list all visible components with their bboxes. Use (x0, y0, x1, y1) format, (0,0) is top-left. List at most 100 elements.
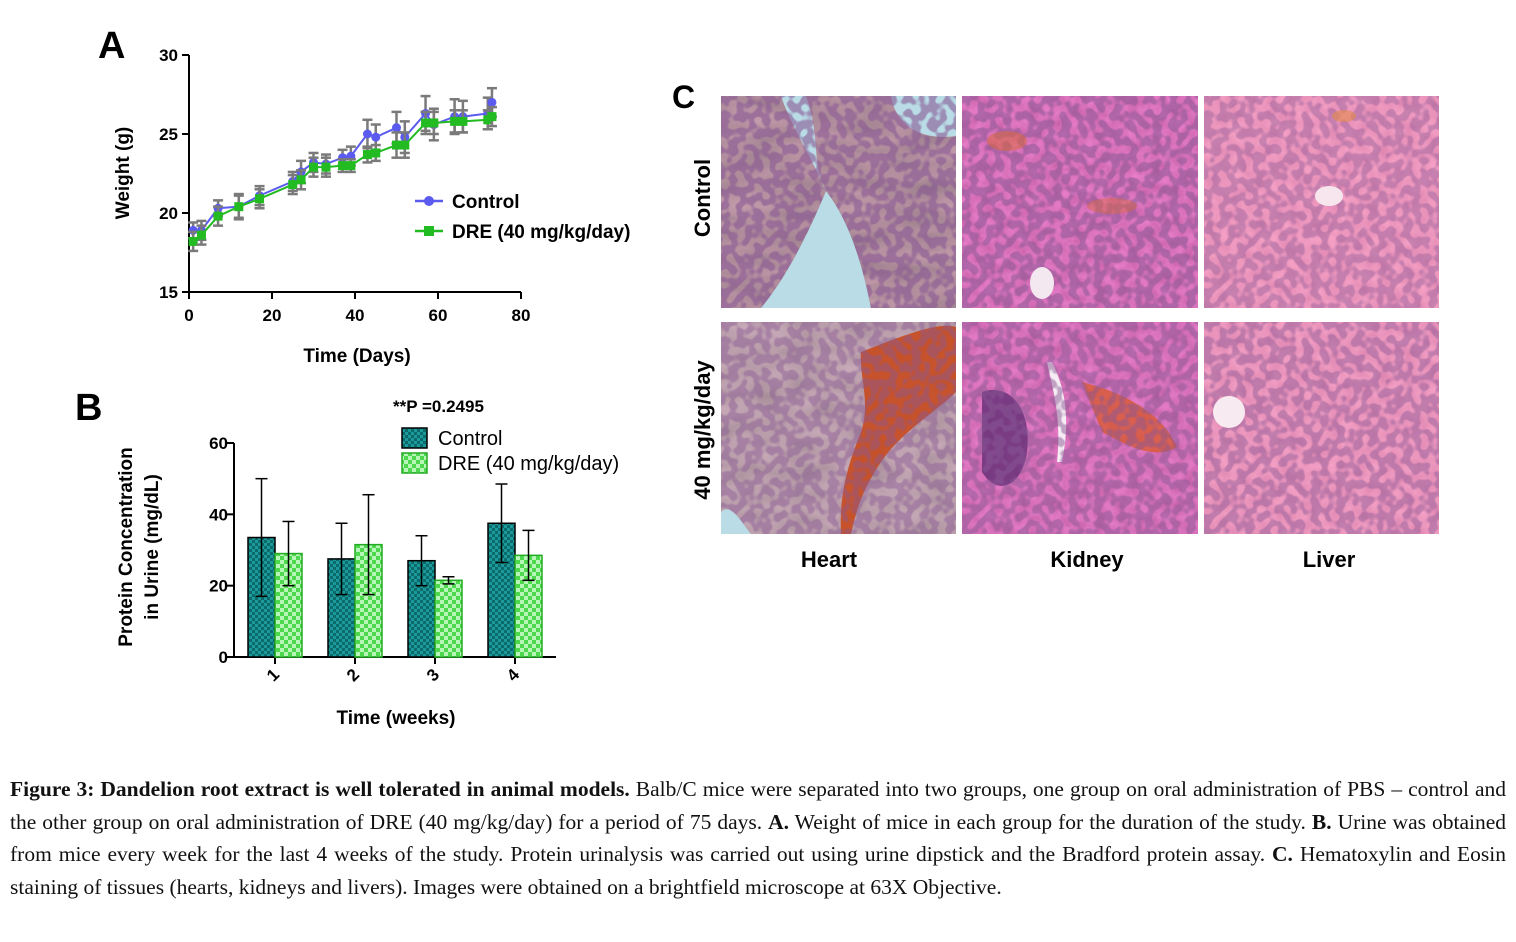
panel-a-marker (255, 194, 265, 204)
panel-b-bar (327, 522, 356, 658)
panel-b-bar-chart: 0 20 40 60 1 2 3 4 **P =0.2495 Time (weeks) Pro… (116, 397, 619, 729)
panel-b-bar (274, 520, 303, 658)
panel-a-data-point (287, 173, 298, 196)
panel-a-x-axis-label: Time (Days) (303, 346, 410, 367)
panel-b-y-tick-label: 0 (219, 648, 228, 667)
panel-b-x-tick-label: 1 (263, 665, 283, 685)
panel-b-x-axis-label: Time (weeks) (337, 708, 456, 729)
panel-a-marker (487, 112, 497, 122)
panel-a-y-tick-label: 30 (159, 46, 178, 65)
panel-b-y-tick-label: 40 (209, 505, 228, 524)
micrograph-control-liver (1204, 96, 1439, 308)
panel-a-data-point (296, 169, 307, 191)
panel-b-y-axis-label-line2: in Urine (mg/dL) (142, 474, 163, 620)
legend-control-swatch (401, 427, 428, 449)
panel-b-legend: Control DRE (40 mg/kg/day) (401, 427, 619, 475)
panel-a-marker (346, 161, 356, 171)
legend-dre-label: DRE (40 mg/kg/day) (452, 222, 630, 243)
panel-a-letter: A (98, 25, 125, 67)
panel-a-marker (188, 236, 198, 246)
panel-b-bar (487, 483, 516, 658)
panel-a-marker (196, 230, 206, 240)
caption-panel-a-ref: A. (768, 809, 790, 834)
panel-b-x-tick-label: 3 (423, 665, 443, 685)
panel-a-marker (400, 140, 410, 150)
caption-panel-b-ref: B. (1311, 809, 1332, 834)
panel-b-bar-rect (434, 579, 463, 658)
panel-b-bar (434, 576, 463, 658)
panel-a-data-point (428, 110, 439, 136)
panel-b-letter: B (75, 387, 102, 429)
panel-b-bars (247, 477, 543, 658)
panel-a-series (188, 86, 497, 253)
panel-a-data-point (362, 118, 373, 150)
panel-a-data-point (449, 109, 460, 134)
caption-text-2: Weight of mice in each group for the dur… (789, 809, 1312, 834)
panel-a-data-point (213, 205, 224, 227)
panel-a-marker (392, 123, 401, 133)
micrograph-control-heart (721, 96, 956, 308)
panel-a-marker (429, 118, 439, 128)
micrograph-treated-liver (1204, 322, 1439, 534)
panel-a-data-point (196, 224, 207, 246)
panel-a-data-point (337, 158, 348, 174)
panel-a-axes: 15 20 25 30 0 20 40 60 80 (159, 46, 530, 325)
panel-b-y-tick-label: 60 (209, 434, 228, 453)
panel-a-marker (450, 116, 460, 126)
panel-a-x-tick-label: 80 (512, 306, 531, 325)
panel-a-marker (321, 162, 331, 172)
micrograph-treated-kidney (962, 322, 1198, 534)
panel-b-bar (407, 534, 436, 658)
panel-b-x-tick-label: 2 (343, 665, 363, 685)
caption-text-4: Hematoxylin and Eosin staining of tissue… (10, 842, 1507, 899)
panel-b-bar (354, 493, 383, 658)
panel-b-y-axis-label-line1: Protein Concentration (116, 447, 137, 647)
panel-a-y-axis-label: Weight (g) (113, 127, 134, 220)
panel-a-x-tick-label: 40 (346, 306, 365, 325)
panel-a-y-tick-label: 25 (159, 125, 178, 144)
panel-a-data-point (320, 156, 331, 178)
panel-a-marker (371, 148, 381, 158)
legend-dre-label: DRE (40 mg/kg/day) (438, 453, 619, 475)
panel-b-x-tick-label: 4 (503, 665, 524, 686)
panel-a-data-point (486, 105, 497, 128)
panel-a-data-point (308, 156, 319, 178)
panel-a-legend: Control DRE (40 mg/kg/day) (415, 192, 630, 243)
caption-text-3: Urine was obtained from mice every week … (10, 809, 1507, 867)
panel-a-x-tick-label: 0 (184, 306, 193, 325)
panel-c-column-label-kidney: Kidney (1050, 547, 1124, 572)
panel-a-marker (296, 175, 306, 185)
panel-a-data-point (362, 145, 373, 164)
panel-a-line-chart: 15 20 25 30 0 20 40 60 80 Time (Days) Weight (g)… (113, 46, 630, 367)
panel-a-data-point (188, 230, 199, 253)
legend-control-label: Control (438, 428, 502, 450)
panel-a-marker (487, 97, 497, 107)
micrograph-control-kidney (962, 96, 1198, 308)
panel-a-marker (392, 140, 401, 150)
panel-a-data-point (370, 143, 381, 163)
panel-a-series-line (192, 115, 493, 243)
legend-control-label: Control (452, 192, 520, 213)
legend-dre-swatch (401, 452, 428, 474)
panel-b-annotation: **P =0.2495 (393, 397, 484, 416)
panel-a-marker (421, 118, 431, 128)
panel-a-data-point (457, 109, 468, 134)
panel-a-marker (362, 129, 372, 139)
panel-c-column-label-liver: Liver (1303, 547, 1356, 572)
panel-a-data-point (233, 194, 244, 219)
caption-panel-c-ref: C. (1272, 842, 1293, 866)
panel-b-bar (247, 477, 276, 658)
panel-a-x-tick-label: 60 (429, 306, 448, 325)
micrograph-treated-heart (721, 322, 956, 534)
panel-a-marker (338, 161, 348, 171)
panel-a-data-point (399, 131, 410, 159)
panel-a-marker (458, 116, 468, 126)
caption-title: Figure 3: Dandelion root extract is well… (10, 777, 630, 801)
panel-a-marker (213, 211, 223, 221)
panel-a-y-tick-label: 20 (159, 204, 178, 223)
panel-a-marker (362, 150, 372, 160)
panel-a-y-tick-label: 15 (159, 283, 178, 302)
panel-b-y-tick-label: 20 (209, 577, 228, 596)
figure-caption: Figure 3: Dandelion root extract is well… (10, 773, 1506, 903)
